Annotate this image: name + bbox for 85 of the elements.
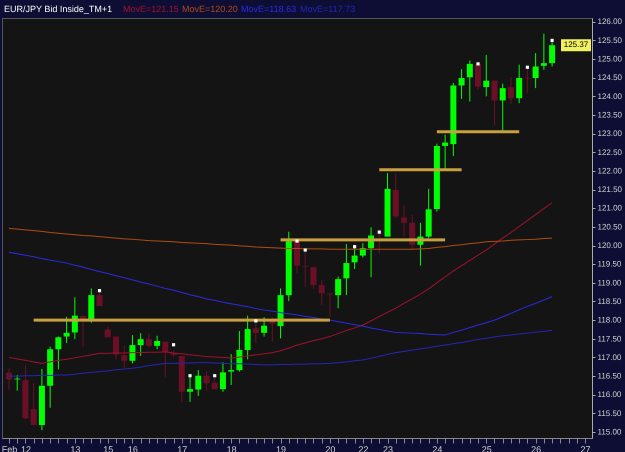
y-tick-label: 119.00 xyxy=(598,278,622,288)
y-tick-label: 124.00 xyxy=(598,92,623,101)
point xyxy=(295,239,299,243)
candlestick xyxy=(318,279,325,306)
y-tick-label: 120.50 xyxy=(598,222,623,232)
y-tick-label: 118.50 xyxy=(598,296,622,306)
y-tick-label: 125.00 xyxy=(598,54,623,64)
annotation: 125.37 xyxy=(564,40,589,50)
point xyxy=(526,66,529,69)
candlestick xyxy=(228,354,234,386)
y-tick-label: 123.00 xyxy=(598,129,623,138)
candlestick xyxy=(252,322,259,344)
candlestick xyxy=(96,291,103,306)
y-tick-label: 117.00 xyxy=(598,352,622,362)
point xyxy=(378,230,381,234)
candlestick xyxy=(146,332,152,348)
candlestick xyxy=(549,40,556,67)
candlestick xyxy=(483,54,490,97)
y-tick-label: 116.00 xyxy=(598,390,622,400)
y-tick-label: 126.00 xyxy=(598,17,623,26)
candlestick xyxy=(376,230,382,254)
candlestick xyxy=(261,316,268,338)
candlestick xyxy=(491,80,498,126)
candlestick xyxy=(14,374,20,392)
y-tick-label: 115.50 xyxy=(598,408,622,418)
y-tick-label: 120.00 xyxy=(598,241,623,250)
candlestick xyxy=(326,292,333,318)
candlestick xyxy=(343,244,350,296)
text: MovE=120.20 xyxy=(182,4,238,14)
y-tick-label: 121.50 xyxy=(598,185,623,194)
candlestick xyxy=(121,345,128,369)
candlestick xyxy=(195,370,202,396)
candlestick xyxy=(138,332,144,356)
candlestick xyxy=(400,204,407,238)
text: MovE=121.15 xyxy=(123,4,179,14)
y-tick-label: 119.50 xyxy=(598,260,622,269)
y-tick-label: 121.00 xyxy=(598,204,623,213)
point xyxy=(213,374,216,378)
candlestick xyxy=(244,315,251,360)
point xyxy=(304,248,307,252)
line-series xyxy=(8,252,553,336)
candlestick xyxy=(220,362,226,392)
point xyxy=(172,343,176,346)
candlestick xyxy=(203,370,210,392)
point xyxy=(476,62,480,66)
y-tick-label: 122.50 xyxy=(598,148,623,157)
chart-title: EUR/JPY Bid Inside_TM+1 xyxy=(4,4,112,14)
candlestick xyxy=(154,335,160,350)
candlestick xyxy=(112,336,119,360)
candlestick xyxy=(6,368,12,390)
point xyxy=(98,289,102,292)
candlestick xyxy=(516,64,522,104)
y-tick-label: 115.00 xyxy=(598,428,622,437)
y-tick-label: 123.50 xyxy=(598,110,623,120)
candlestick xyxy=(524,66,530,94)
candlestick xyxy=(458,68,465,100)
candlestick xyxy=(508,76,514,105)
candlestick xyxy=(335,276,342,309)
candlestick xyxy=(302,250,308,288)
y-tick-label: 125.50 xyxy=(598,36,623,45)
point xyxy=(254,319,258,322)
y-tick-label: 116.50 xyxy=(598,372,622,381)
candlestick xyxy=(55,336,62,370)
y-tick-label: 122.00 xyxy=(598,166,623,176)
candlestick xyxy=(540,33,547,70)
candlestick xyxy=(466,60,473,102)
y-tick-label: 118.00 xyxy=(598,316,622,325)
candlestick xyxy=(500,83,506,132)
candlestick xyxy=(475,62,482,90)
candlestick xyxy=(532,52,539,89)
candlestick xyxy=(30,382,37,426)
candlestick xyxy=(352,246,358,270)
text: MovE=117.73 xyxy=(300,4,356,14)
point xyxy=(550,38,554,42)
candlestick xyxy=(442,134,448,170)
point xyxy=(188,374,192,378)
candlestick xyxy=(187,375,194,402)
candlestick xyxy=(310,266,316,290)
candlestick xyxy=(104,326,111,338)
candlestick xyxy=(129,334,136,364)
candlestick xyxy=(64,316,70,344)
point xyxy=(353,245,356,248)
y-tick-label: 124.50 xyxy=(598,73,623,82)
y-tick-label: 117.50 xyxy=(598,334,622,344)
text: MovE=118.63 xyxy=(241,4,296,14)
